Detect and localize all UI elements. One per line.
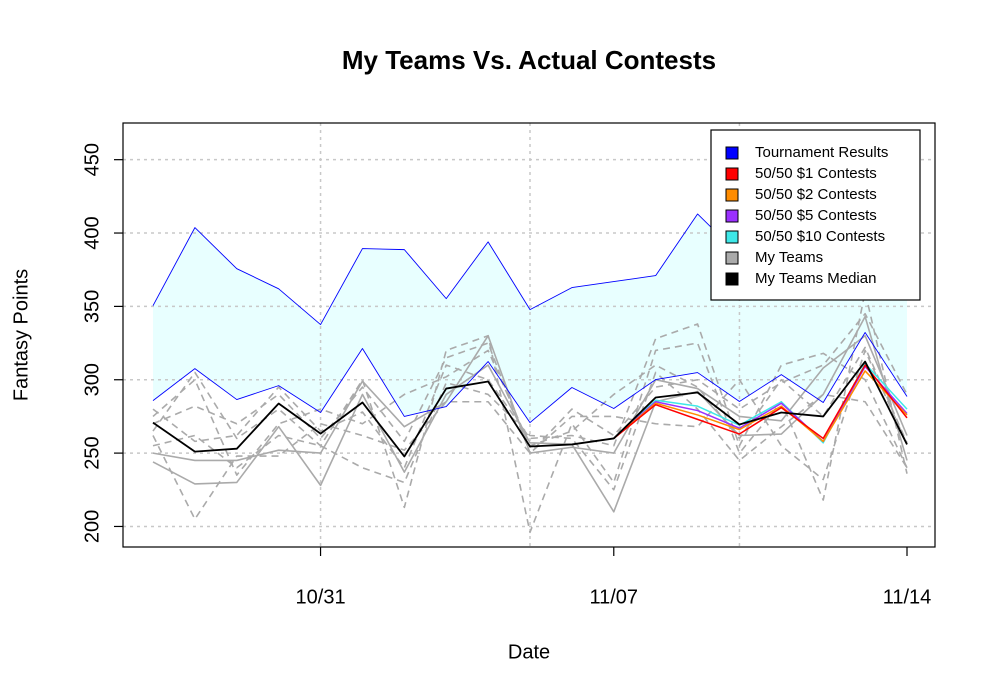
legend-swatch bbox=[725, 146, 739, 160]
legend-swatch bbox=[725, 272, 739, 286]
legend-label: My Teams Median bbox=[755, 270, 876, 287]
legend-label: 50/50 $10 Contests bbox=[755, 228, 885, 245]
plot-frame bbox=[122, 122, 936, 548]
x-tick-label: 11/14 bbox=[883, 586, 932, 608]
legend-swatch bbox=[725, 251, 739, 265]
series-line bbox=[152, 315, 908, 513]
y-axis-label: Fantasy Points bbox=[10, 269, 32, 401]
legend-label: My Teams bbox=[755, 249, 823, 266]
chart-title: My Teams Vs. Actual Contests bbox=[342, 45, 716, 75]
y-tick-label: 400 bbox=[81, 216, 103, 249]
legend-swatch bbox=[725, 188, 739, 202]
legend-box bbox=[710, 129, 921, 301]
x-tick-label: 10/31 bbox=[296, 586, 346, 608]
series-line bbox=[613, 364, 908, 440]
legend-label: 50/50 $1 Contests bbox=[755, 165, 877, 182]
y-tick-label: 300 bbox=[81, 363, 103, 396]
legend-label: 50/50 $5 Contests bbox=[755, 207, 877, 224]
x-tick-label: 11/07 bbox=[589, 586, 638, 608]
y-tick-label: 350 bbox=[81, 290, 103, 323]
series-line bbox=[152, 312, 908, 454]
x-axis-label: Date bbox=[508, 641, 550, 663]
series-line bbox=[152, 371, 908, 491]
legend-label: 50/50 $2 Contests bbox=[755, 186, 877, 203]
y-tick-label: 250 bbox=[81, 436, 103, 469]
y-tick-label: 450 bbox=[81, 143, 103, 176]
series-line bbox=[613, 365, 908, 443]
legend-swatch bbox=[725, 167, 739, 181]
legend-swatch bbox=[725, 209, 739, 223]
legend-swatch bbox=[725, 230, 739, 244]
legend-label: Tournament Results bbox=[755, 144, 888, 161]
series-line bbox=[152, 332, 908, 424]
y-tick-label: 200 bbox=[81, 510, 103, 543]
series-line bbox=[152, 360, 908, 458]
series-line bbox=[152, 323, 908, 469]
